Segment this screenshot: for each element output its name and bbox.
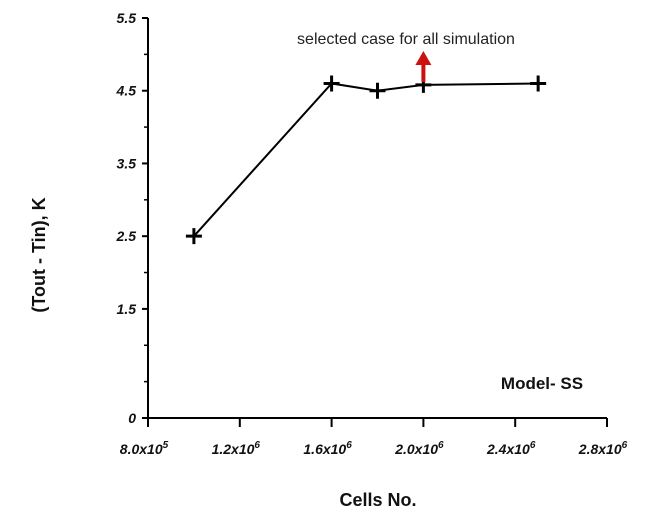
selected-case-annotation: selected case for all simulation	[297, 31, 515, 82]
y-axis: 0 1.5 2.5 3.5 4.5 5.5	[116, 10, 149, 426]
x-tick-label: 1.6x106	[303, 440, 352, 457]
arrow-head	[415, 51, 432, 65]
x-axis-title: Cells No.	[339, 490, 416, 510]
x-tick-label: 2.4x106	[486, 440, 536, 457]
series-line	[193, 82, 539, 237]
y-axis-title: (Tout - Tin), K	[29, 197, 49, 312]
y-tick-label: 4.5	[116, 83, 137, 99]
data-point-marker	[323, 75, 340, 92]
arrow-shaft	[421, 64, 426, 82]
data-series	[185, 75, 547, 245]
y-ticks: 0 1.5 2.5 3.5 4.5 5.5	[116, 10, 148, 426]
y-tick-label: 3.5	[117, 155, 137, 171]
x-tick-label: 2.8x106	[578, 440, 628, 457]
arrow-up-icon	[415, 51, 432, 82]
x-ticks: 8.0x105 1.2x106 1.6x106 2.0x106 2.4x106 2.8x1…	[120, 418, 628, 457]
x-axis: 8.0x105 1.2x106 1.6x106 2.0x106 2.4x106 2.8x1…	[120, 417, 628, 457]
data-point-marker	[185, 228, 202, 245]
y-tick-label: 0	[128, 410, 136, 426]
model-label: Model- SS	[501, 374, 583, 393]
data-point-marker	[530, 75, 547, 92]
x-tick-label: 8.0x105	[120, 440, 169, 457]
x-tick-label: 2.0x106	[394, 440, 444, 457]
y-tick-label: 1.5	[117, 301, 137, 317]
y-tick-label: 2.5	[116, 228, 137, 244]
y-tick-label: 5.5	[117, 10, 137, 26]
annotation-text: selected case for all simulation	[297, 31, 515, 48]
data-point-marker	[369, 82, 386, 99]
x-tick-label: 1.2x106	[212, 440, 261, 457]
